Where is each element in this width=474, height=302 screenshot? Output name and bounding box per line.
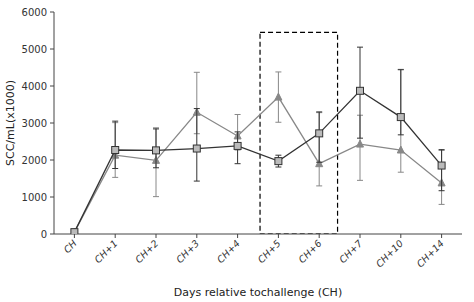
series (71, 47, 445, 234)
x-tick (319, 234, 320, 238)
y-tick-label: 2000 (22, 155, 47, 166)
x-tick-label: CH+7 (337, 238, 364, 265)
x-tick (400, 234, 401, 238)
marker (275, 158, 282, 165)
x-tick (360, 234, 361, 238)
marker (112, 147, 119, 154)
y-tick (50, 12, 54, 13)
series-line (74, 91, 441, 232)
plot-area (71, 32, 445, 234)
marker (153, 147, 160, 154)
x-tick (196, 234, 197, 238)
marker (357, 87, 364, 94)
x-tick-label: CH+2 (133, 238, 160, 265)
dashed-box (260, 32, 338, 234)
error-bar (316, 113, 322, 186)
y-tick-label: 4000 (22, 81, 47, 92)
x-tick (74, 234, 75, 238)
error-bar (398, 70, 404, 135)
marker (71, 228, 78, 234)
y-tick-label: 0 (41, 229, 47, 240)
marker (71, 229, 78, 234)
y-tick (50, 234, 54, 235)
x-tick (441, 234, 442, 238)
error-bar (398, 69, 404, 172)
x-tick-label: CH+6 (296, 238, 323, 265)
error-bar (275, 155, 281, 167)
marker (234, 142, 241, 149)
marker (193, 145, 200, 152)
marker (397, 114, 404, 121)
x-tick-label: CH (61, 238, 79, 256)
x-tick-label: CH+10 (374, 238, 406, 270)
x-tick-label: CH+4 (215, 238, 242, 265)
x-tick-label: CH+3 (174, 238, 201, 265)
error-bar (316, 112, 322, 162)
error-bar (439, 150, 445, 191)
x-axis-label: Days relative tochallenge (CH) (174, 286, 342, 299)
marker (357, 140, 364, 147)
error-bar (153, 129, 159, 168)
error-bar (153, 128, 159, 197)
x-tick-label: CH+5 (255, 238, 282, 265)
marker (316, 130, 323, 137)
error-bar (112, 121, 118, 168)
marker (438, 162, 445, 169)
error-bar (235, 132, 241, 164)
x-tick (237, 234, 238, 238)
series (71, 69, 445, 234)
error-bar (439, 150, 445, 204)
y-tick (50, 49, 54, 50)
y-axis-label: SCC/mL(x1000) (4, 80, 17, 166)
error-bar (194, 109, 200, 182)
y-tick-label: 5000 (22, 44, 47, 55)
marker (397, 146, 404, 153)
y-tick-label: 1000 (22, 192, 47, 203)
error-bar (357, 47, 363, 138)
x-tick (156, 234, 157, 238)
chart: 0 1000 2000 3000 4000 5000 6000 CH CH+1 CH+2 CH+3 C… (0, 0, 474, 302)
y-tick (50, 123, 54, 124)
x-tick (278, 234, 279, 238)
x-tick (115, 234, 116, 238)
y-tick (50, 197, 54, 198)
x-tick-label: CH+14 (414, 238, 446, 270)
series-line (74, 97, 441, 232)
marker (275, 93, 282, 100)
y-tick-label: 3000 (22, 118, 47, 129)
y-tick (50, 86, 54, 87)
error-bar (275, 72, 281, 122)
y-tick (50, 160, 54, 161)
y-tick-label: 6000 (22, 7, 47, 18)
x-tick-label: CH+1 (92, 238, 119, 265)
